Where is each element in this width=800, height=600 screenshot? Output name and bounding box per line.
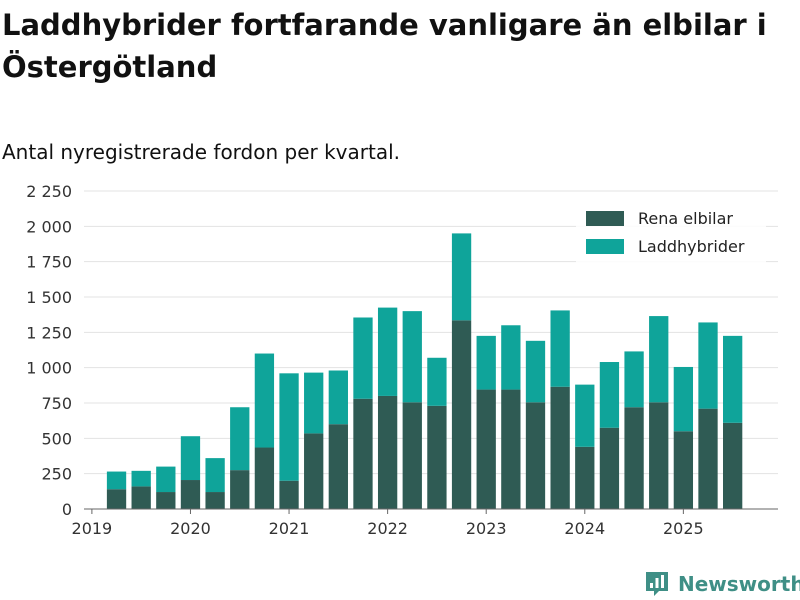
bar-rena-elbilar	[451, 320, 472, 509]
bar-rena-elbilar	[377, 395, 398, 509]
y-tick-label: 1 000	[26, 359, 72, 378]
y-tick-label: 1 500	[26, 288, 72, 307]
bar-rena-elbilar	[180, 480, 201, 509]
x-tick-label: 2019	[72, 519, 113, 538]
bar-laddhybrider	[106, 471, 127, 490]
y-tick-label: 2 250	[26, 182, 72, 201]
bar-laddhybrider	[723, 335, 743, 423]
bar-laddhybrider	[353, 317, 373, 399]
bar-rena-elbilar	[550, 386, 570, 509]
x-tick-label: 2025	[663, 519, 704, 538]
bar-rena-elbilar	[525, 402, 546, 509]
bar-rena-elbilar	[624, 407, 644, 509]
bar-rena-elbilar	[156, 492, 176, 509]
bar-laddhybrider	[451, 233, 472, 321]
bar-rena-elbilar	[205, 492, 225, 509]
legend-swatch-elbilar	[586, 211, 624, 226]
bar-laddhybrider	[254, 353, 275, 448]
x-tick-label: 2021	[269, 519, 310, 538]
bar-laddhybrider	[501, 325, 521, 390]
bar-laddhybrider	[205, 458, 225, 493]
bar-rena-elbilar	[230, 470, 250, 509]
bar-laddhybrider	[156, 466, 176, 493]
chart-title: Laddhybrider fortfarande vanligare än el…	[2, 8, 767, 84]
bar-laddhybrider	[427, 357, 447, 406]
legend-label-elbilar: Rena elbilar	[638, 209, 733, 228]
bar-rena-elbilar	[402, 402, 422, 509]
bar-laddhybrider	[575, 384, 595, 447]
x-tick-label: 2022	[367, 519, 408, 538]
bar-rena-elbilar	[304, 433, 324, 509]
bar-laddhybrider	[402, 311, 422, 403]
bar-rena-elbilar	[673, 431, 694, 509]
bar-laddhybrider	[131, 470, 151, 487]
bar-laddhybrider	[599, 362, 620, 428]
x-tick-label: 2024	[564, 519, 605, 538]
bar-rena-elbilar	[254, 447, 275, 509]
legend-swatch-laddhybrider	[586, 239, 624, 254]
x-axis-ticks: 2019 2020 2021 2022 2023 2024 2025	[72, 509, 704, 538]
bar-rena-elbilar	[427, 405, 447, 509]
bar-laddhybrider	[328, 370, 348, 425]
y-tick-label: 750	[41, 394, 72, 413]
newsworthy-logo-icon	[646, 572, 668, 596]
legend-label-laddhybrider: Laddhybrider	[638, 237, 745, 256]
bar-laddhybrider	[550, 310, 570, 387]
bar-rena-elbilar	[279, 480, 299, 509]
brand: Newsworthy	[644, 568, 800, 600]
y-tick-label: 250	[41, 465, 72, 484]
bar-laddhybrider	[304, 372, 324, 434]
bar-rena-elbilar	[476, 389, 496, 509]
y-tick-label: 2 000	[26, 217, 72, 236]
bar-laddhybrider	[624, 351, 644, 408]
bar-laddhybrider	[698, 322, 718, 409]
y-tick-label: 500	[41, 429, 72, 448]
bar-rena-elbilar	[599, 427, 620, 509]
brand-name: Newsworthy	[678, 572, 800, 596]
bar-laddhybrider	[649, 316, 669, 403]
legend: Rena elbilar Laddhybrider	[576, 203, 766, 263]
bar-rena-elbilar	[575, 446, 595, 509]
bar-laddhybrider	[230, 407, 250, 471]
x-tick-label: 2023	[466, 519, 507, 538]
y-tick-label: 1 250	[26, 323, 72, 342]
bar-laddhybrider	[377, 307, 398, 396]
bar-rena-elbilar	[723, 422, 743, 509]
bar-laddhybrider	[525, 340, 546, 403]
bar-rena-elbilar	[649, 402, 669, 509]
bar-rena-elbilar	[106, 489, 127, 509]
bar-rena-elbilar	[328, 424, 348, 509]
bar-laddhybrider	[476, 335, 496, 390]
chart-subtitle: Antal nyregistrerade fordon per kvartal.	[2, 140, 401, 164]
bar-rena-elbilar	[698, 408, 718, 509]
bar-laddhybrider	[180, 436, 201, 481]
bars	[106, 233, 743, 509]
y-tick-label: 0	[62, 500, 72, 519]
bar-rena-elbilar	[501, 389, 521, 509]
bar-laddhybrider	[279, 373, 299, 481]
y-tick-label: 1 750	[26, 253, 72, 272]
bar-rena-elbilar	[353, 398, 373, 509]
bar-rena-elbilar	[131, 486, 151, 509]
bar-laddhybrider	[673, 366, 694, 432]
x-tick-label: 2020	[170, 519, 211, 538]
y-axis-ticks: 0 250 500 750 1 000 1 250 1 500 1 750 2 000 2 250	[26, 182, 72, 519]
